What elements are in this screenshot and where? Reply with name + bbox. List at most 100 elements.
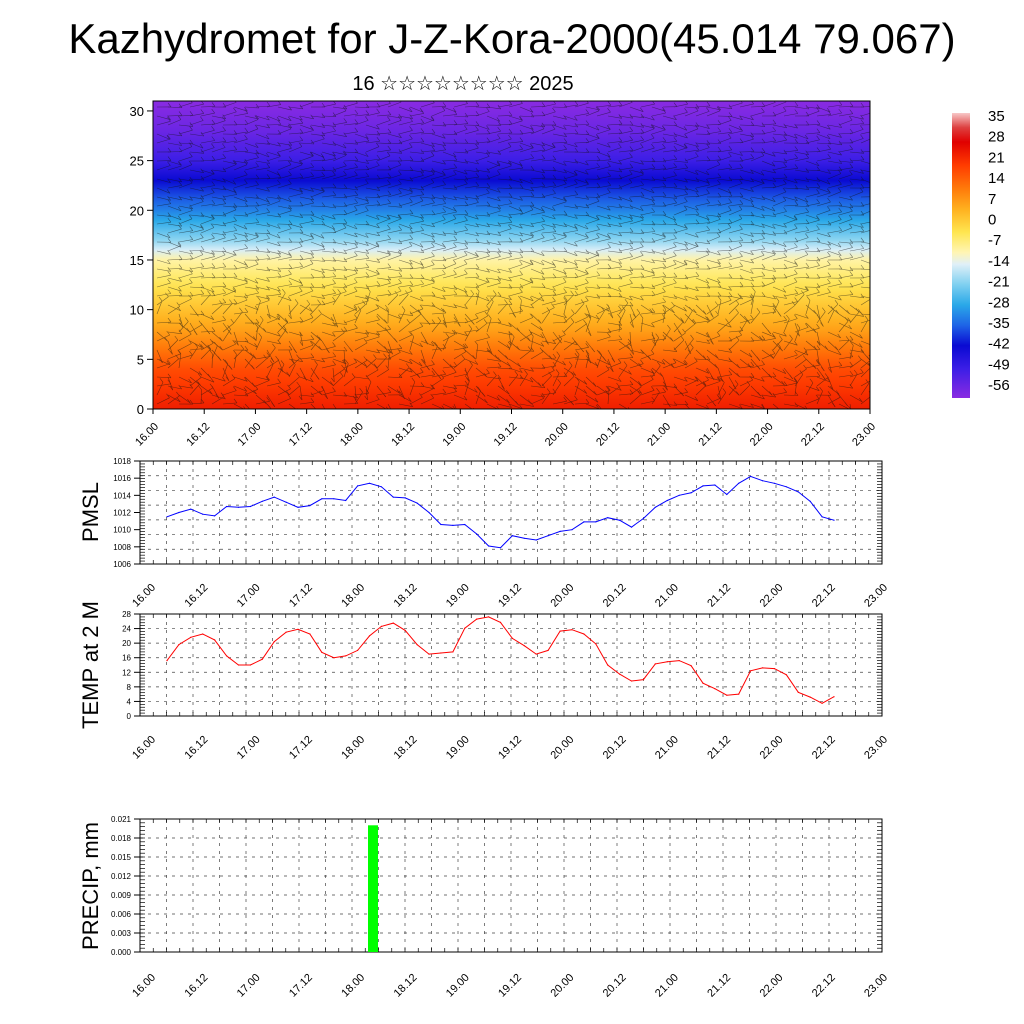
colorbar-label: -21: [988, 274, 1010, 291]
y-tick-label: 0.003: [111, 929, 132, 938]
x-tick-label: 16.00: [130, 582, 158, 610]
temp-point: [333, 657, 335, 659]
x-tick-label: 22.12: [799, 421, 827, 449]
x-tick-label: 17.00: [235, 582, 263, 610]
x-tick-label: 16.12: [182, 972, 210, 1000]
y-tick-label: 4: [127, 697, 132, 706]
x-tick-label: 20.00: [548, 972, 576, 1000]
pmsl-point: [273, 496, 275, 498]
temp-point: [368, 635, 371, 637]
cross-section-panel: 0 5 10 15 20 25 30 16.00 16.12 17.00 17.12 18.00 18.…: [130, 100, 878, 449]
pmsl-point: [547, 535, 549, 537]
temp-point: [511, 637, 513, 640]
y-tick-label: 20: [130, 203, 144, 218]
temp-point: [214, 639, 216, 641]
temp-point: [833, 696, 835, 698]
temp-point: [595, 643, 597, 645]
pmsl-point: [357, 485, 359, 487]
pmsl-point: [190, 508, 192, 510]
y-tick-label: 25: [130, 154, 144, 169]
temp-point: [750, 670, 752, 672]
temp-point: [773, 668, 776, 670]
y-tick-label: 24: [122, 625, 131, 634]
x-tick-label: 19.00: [444, 582, 472, 610]
x-tick-label: 20.00: [543, 421, 571, 449]
pmsl-point: [452, 524, 454, 527]
y-tick-label: 0.012: [111, 872, 132, 881]
pmsl-point: [392, 496, 394, 498]
temp-panel: 0 4 8 12 16 20 24 28 16.00 16.12 17.00 17.12 18.00 18…: [78, 601, 890, 762]
pmsl-point: [607, 517, 609, 519]
temp-point: [321, 651, 323, 653]
pmsl-point: [750, 475, 752, 477]
x-tick-label: 19.00: [440, 421, 468, 449]
pmsl-point: [702, 485, 704, 487]
temp-point: [821, 702, 823, 704]
x-tick-label: 19.00: [444, 972, 472, 1000]
pmsl-point: [535, 539, 537, 541]
x-tick-label: 21.00: [653, 582, 681, 610]
pmsl-point: [785, 486, 788, 488]
temp-point: [309, 633, 311, 635]
temp-point: [357, 649, 359, 652]
pmsl-point: [559, 530, 561, 533]
x-tick-label: 22.12: [810, 582, 838, 610]
y-tick-label: 0: [127, 712, 132, 721]
temp-point: [202, 633, 204, 635]
pmsl-point: [833, 519, 835, 521]
precip-bar: [368, 825, 378, 952]
wind-barbs: [156, 101, 870, 409]
pmsl-point: [368, 482, 371, 484]
pmsl-point: [380, 486, 382, 488]
pmsl-point: [333, 498, 335, 500]
pmsl-point: [214, 515, 216, 517]
y-tick-label: 30: [130, 104, 144, 119]
x-tick-label: 17.12: [287, 582, 315, 610]
y-tick-label: 16: [122, 654, 131, 663]
y-tick-label: 1016: [113, 474, 131, 483]
pmsl-point: [499, 547, 502, 549]
colorbar-label: -42: [988, 336, 1010, 353]
colorbar-label: 7: [988, 191, 996, 208]
panel-frame: [139, 818, 883, 953]
x-tick-label: 23.00: [862, 582, 890, 610]
temp-point: [678, 660, 680, 662]
temp-point: [654, 663, 656, 665]
pmsl-point: [226, 505, 228, 508]
x-tick-label: 22.00: [758, 734, 786, 762]
pmsl-point: [428, 511, 430, 514]
temp-point: [738, 693, 740, 695]
temp-point: [297, 628, 299, 630]
colorbar-label: -35: [988, 315, 1010, 332]
pmsl-point: [773, 482, 776, 484]
temp-point: [809, 696, 811, 698]
y-tick-label: 1006: [113, 560, 131, 569]
y-tick-label: 1014: [113, 491, 131, 500]
x-tick-label: 19.12: [492, 421, 520, 449]
x-tick-label: 16.12: [184, 421, 212, 449]
pmsl-point: [738, 482, 740, 484]
temperature-field: [153, 101, 870, 409]
y-tick-label: 28: [122, 610, 131, 619]
temp-point: [666, 661, 668, 663]
temp-point: [345, 655, 347, 657]
y-tick-label: 0: [137, 402, 144, 417]
temp-point: [642, 679, 645, 681]
pmsl-point: [440, 523, 442, 526]
x-tick-label: 18.00: [338, 421, 366, 449]
y-tick-label: 1012: [113, 509, 131, 518]
colorbar: 35 28 21 14 7 0 -7 -14 -21 -28 -35 -42 -49 -56: [952, 108, 1010, 398]
pmsl-point: [345, 499, 347, 502]
temp-point: [226, 655, 228, 657]
chart-subtitle: 16 ☆☆☆☆☆☆☆☆ 2025: [352, 73, 574, 95]
temp-point: [535, 653, 537, 655]
pmsl-point: [523, 537, 525, 539]
colorbar-scale: [952, 113, 970, 398]
temp-point: [249, 664, 251, 666]
x-tick-label: 22.00: [758, 582, 786, 610]
x-tick-label: 18.12: [392, 734, 420, 762]
pmsl-point: [726, 493, 728, 496]
x-tick-label: 20.00: [548, 734, 576, 762]
x-tick-label: 19.12: [496, 582, 524, 610]
temp-point: [547, 649, 549, 652]
